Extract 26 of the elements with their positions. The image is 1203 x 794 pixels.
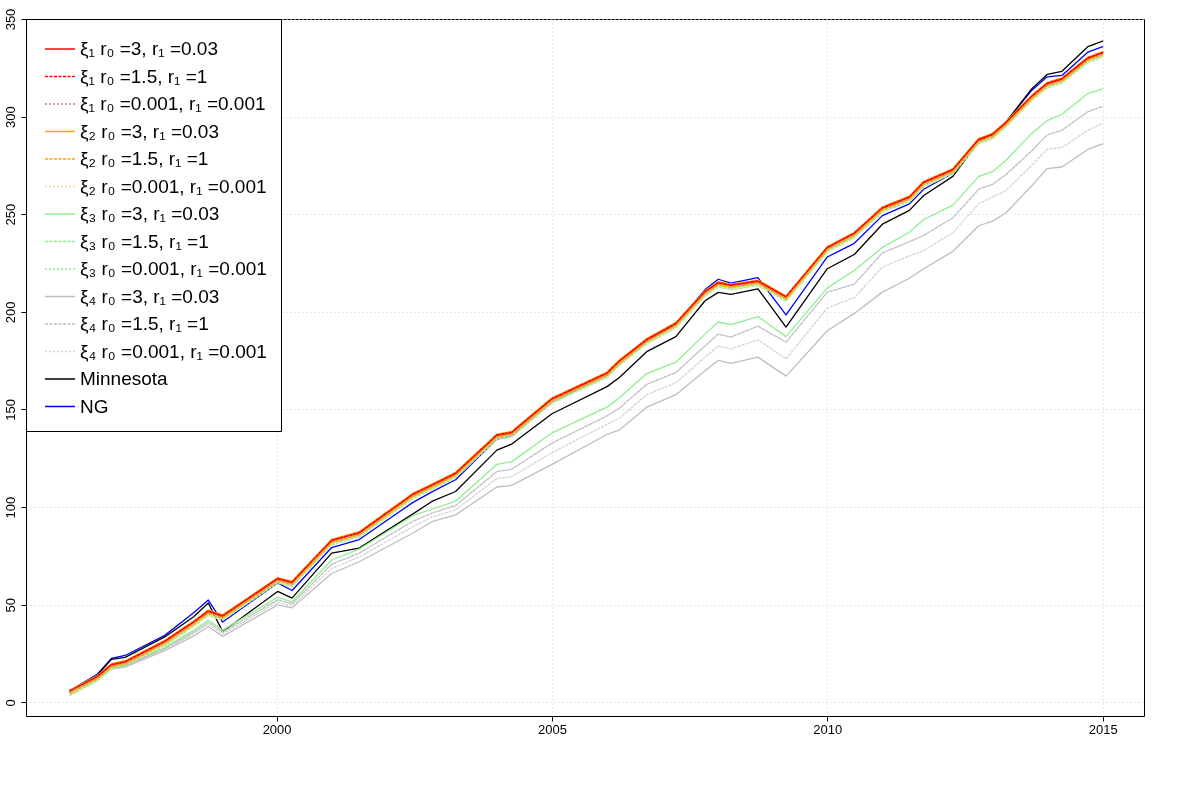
legend-label: ξ₂ r₀ =0.001, r₁ =0.001 [80, 175, 267, 197]
y-tick-label: 350 [2, 8, 18, 31]
y-tick-label: 250 [2, 203, 18, 226]
y-tick-label: 300 [2, 106, 18, 128]
legend-label: ξ₁ r₀ =1.5, r₁ =1 [80, 65, 208, 87]
legend-label: ξ₂ r₀ =1.5, r₁ =1 [80, 148, 209, 169]
legend-label: ξ₄ r₀ =3, r₁ =0.03 [80, 285, 220, 307]
y-tick-label: 150 [2, 399, 18, 421]
legend-label: ξ₃ r₀ =1.5, r₁ =1 [80, 230, 209, 252]
x-tick-label: 2015 [1088, 721, 1118, 737]
legend-label: ξ₄ r₀ =1.5, r₁ =1 [80, 313, 209, 334]
legend-label: ξ₃ r₀ =0.001, r₁ =0.001 [80, 258, 267, 279]
legend-label: ξ₃ r₀ =3, r₁ =0.03 [80, 203, 220, 224]
legend-label: ξ₂ r₀ =3, r₁ =0.03 [80, 120, 219, 142]
y-tick-label: 100 [2, 496, 18, 519]
legend-label: ξ₁ r₀ =0.001, r₁ =0.001 [80, 93, 266, 114]
x-tick-label: 2005 [537, 721, 567, 737]
legend-label: NG [80, 395, 109, 417]
x-tick-label: 2010 [813, 721, 843, 737]
x-tick-label: 2000 [262, 721, 292, 737]
y-tick-label: 0 [2, 699, 18, 707]
legend-label: ξ₄ r₀ =0.001, r₁ =0.001 [80, 340, 267, 362]
y-tick-label: 200 [2, 301, 18, 324]
y-tick-label: 50 [2, 597, 18, 613]
legend-label: ξ₁ r₀ =3, r₁ =0.03 [80, 38, 219, 59]
legend-label: Minnesota [80, 368, 169, 389]
